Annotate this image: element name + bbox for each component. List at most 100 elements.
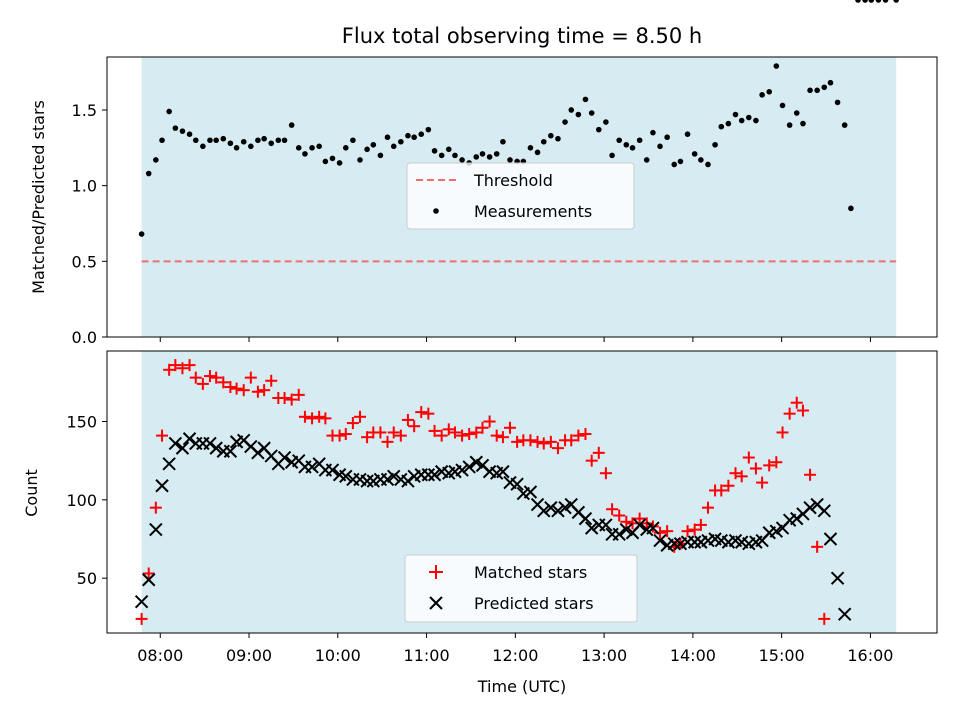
bottom-legend-box [404, 554, 638, 623]
predicted-star-point [667, 536, 681, 551]
measurement-point [452, 152, 458, 159]
measurement-point [281, 137, 288, 144]
matched-star-point [606, 503, 619, 516]
predicted-star-point [360, 474, 374, 488]
measurement-point [575, 111, 582, 118]
matched-star-point [715, 484, 728, 497]
bottom-x-axis-ticks: 08:00 09:00 10:00 11:00 12:00 13:00 14:00 15:00… [137, 633, 893, 665]
measurement-point [793, 110, 800, 116]
predicted-star-point [510, 477, 524, 491]
top-y-axis-ticks: 0.0 0.5 1.0 1.5 [72, 101, 107, 347]
measurement-point [309, 145, 315, 151]
measurement-point [732, 111, 739, 118]
measurement-point [431, 148, 438, 154]
matched-star-point [203, 370, 216, 383]
top-x-axis-ticks [159, 337, 871, 342]
matched-star-point [210, 371, 223, 384]
measurement-point [875, 0, 882, 3]
matched-star-point [292, 388, 305, 401]
measurement-point [650, 129, 656, 136]
measurement-point [390, 143, 397, 150]
measurement-point [814, 87, 820, 94]
top-y-axis-label: Matched/Predicted stars [29, 100, 48, 294]
measurement-point [773, 63, 780, 69]
measurement-point [329, 155, 336, 162]
chart-title: Flux total observing time = 8.50 h [342, 24, 702, 48]
ratio-panel: 0.0 0.5 1.0 1.5 Matched/Predicted stars Thr… [29, 0, 938, 347]
measurement-point [500, 138, 506, 145]
measurement-point [425, 126, 432, 133]
measurement-point [698, 157, 704, 163]
measurement-point [200, 143, 206, 150]
predicted-star-point [653, 533, 667, 548]
predicted-star-point [134, 594, 149, 609]
measurement-point [295, 145, 302, 151]
matched-star-point [381, 435, 394, 448]
predicted-star-point [551, 504, 565, 518]
predicted-star-point [168, 436, 183, 451]
matched-star-point [661, 525, 674, 538]
matched-star-point [694, 518, 707, 531]
matched-star-point [729, 467, 742, 480]
predicted-star-point [790, 511, 804, 526]
measurement-point [364, 146, 370, 153]
matched-star-point [592, 446, 605, 459]
measurement-point [562, 119, 568, 125]
matched-star-point [483, 415, 496, 428]
predicted-star-point [687, 535, 702, 549]
matched-star-point [401, 413, 414, 426]
measurement-point [473, 154, 480, 160]
predicted-star-point [584, 521, 599, 535]
measurement-point [746, 114, 752, 121]
matched-star-point [435, 429, 448, 442]
predicted-star-point [817, 504, 831, 518]
measurement-point [738, 117, 745, 124]
matched-star-point [163, 363, 176, 376]
x-tick-label: 14:00 [670, 646, 716, 665]
measurement-point [664, 134, 670, 141]
measurement-point [261, 135, 267, 142]
x-axis-label: Time (UTC) [477, 677, 566, 696]
measurement-point [555, 135, 561, 142]
matched-star-point [456, 429, 469, 442]
matched-star-point [565, 434, 578, 447]
matched-star-point [217, 376, 230, 389]
measurement-point [540, 138, 547, 145]
measurement-point [398, 138, 404, 145]
matched-star-point [415, 406, 428, 419]
matched-star-point [196, 377, 209, 390]
measurement-point [616, 137, 623, 144]
matched-star-point [504, 421, 517, 434]
bottom-y-tick-label: 50 [77, 569, 97, 588]
bottom-y-axis-label: Count [22, 469, 41, 517]
matched-star-point [476, 421, 489, 434]
measurement-point [848, 205, 854, 212]
matched-star-point [790, 396, 803, 409]
measurement-point [671, 161, 678, 168]
measurement-point [882, 0, 889, 3]
matched-star-point [544, 435, 557, 448]
top-panel-frame [106, 56, 938, 338]
x-tick-label: 11:00 [404, 646, 450, 665]
measurement-point [213, 137, 219, 144]
matched-star-point [776, 426, 789, 439]
measurement-point [759, 92, 765, 98]
matched-star-point [633, 512, 646, 525]
matched-star-point [387, 426, 400, 439]
predicted-star-point [251, 446, 265, 460]
matched-star-point [408, 420, 421, 433]
measurement-point [779, 102, 786, 109]
predicted-star-point [203, 436, 217, 451]
measurement-point [288, 122, 295, 128]
measurement-point [623, 141, 630, 148]
measurement-point [582, 96, 589, 103]
measurement-point [786, 122, 793, 128]
matched-star-point [149, 501, 162, 514]
measurement-point [507, 157, 513, 163]
matched-star-point [463, 428, 476, 441]
predicted-star-point [162, 457, 176, 471]
legend-threshold-label: Threshold [473, 171, 553, 190]
measurement-point [192, 137, 199, 144]
matched-star-point [511, 435, 524, 448]
measurement-point [868, 0, 875, 3]
